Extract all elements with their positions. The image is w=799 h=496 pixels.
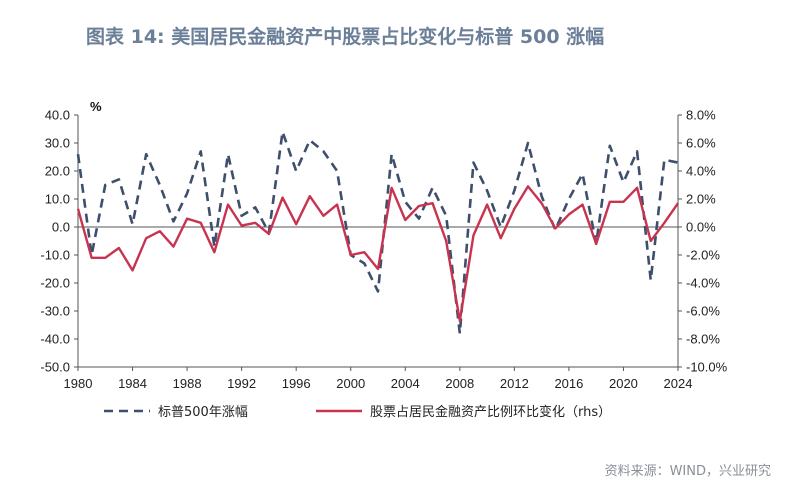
y-left-tick-label: -10.0 bbox=[40, 248, 70, 263]
y-left-tick-label: 0.0 bbox=[52, 220, 70, 235]
x-tick-label: 2012 bbox=[500, 376, 529, 391]
y-right-tick-label: 2.0% bbox=[686, 192, 716, 207]
y-right-tick-label: 4.0% bbox=[686, 164, 716, 179]
legend-label-sp500: 标普500年涨幅 bbox=[158, 405, 248, 420]
y-right-tick-label: 6.0% bbox=[686, 136, 716, 151]
y-left-tick-label: -20.0 bbox=[40, 276, 70, 291]
y-left-tick-label: 30.0 bbox=[45, 136, 70, 151]
y-right-tick-label: 0.0% bbox=[686, 220, 716, 235]
source-note: 资料来源：WIND，兴业研究 bbox=[604, 464, 771, 479]
x-tick-label: 2004 bbox=[391, 376, 420, 391]
y-right-tick-label: -6.0% bbox=[686, 304, 720, 319]
x-tick-label: 2000 bbox=[336, 376, 365, 391]
legend-label-equity-share: 股票占居民金融资产比例环比变化（rhs） bbox=[370, 404, 611, 420]
y-left-tick-label: 20.0 bbox=[45, 164, 70, 179]
series-line-sp500 bbox=[76, 130, 679, 335]
x-tick-label: 1988 bbox=[173, 376, 202, 391]
y-right-tick-label: 8.0% bbox=[686, 108, 716, 123]
y-left-tick-label: -50.0 bbox=[40, 360, 70, 375]
x-tick-label: 2024 bbox=[664, 376, 693, 391]
x-tick-label: 1984 bbox=[118, 376, 147, 391]
y-left-tick-label: 40.0 bbox=[45, 108, 70, 123]
x-tick-label: 2020 bbox=[609, 376, 638, 391]
y-left-unit: % bbox=[90, 99, 102, 114]
axes-layer: 40.0 30.0 20.0 10.0 0.0 -10.0 -20.0 -30.0 -40.0 -… bbox=[40, 99, 727, 391]
y-right-tick-label: -10.0% bbox=[686, 360, 728, 375]
x-tick-label: 2016 bbox=[554, 376, 583, 391]
y-left-tick-label: -40.0 bbox=[40, 332, 70, 347]
chart-title: 图表 14: 美国居民金融资产中股票占比变化与标普 500 涨幅 bbox=[86, 26, 605, 48]
x-tick-label: 1980 bbox=[64, 376, 93, 391]
x-tick-label: 2008 bbox=[445, 376, 474, 391]
y-left-tick-label: 10.0 bbox=[45, 192, 70, 207]
legend: 标普500年涨幅 股票占居民金融资产比例环比变化（rhs） bbox=[104, 404, 611, 420]
y-right-tick-label: -2.0% bbox=[686, 248, 720, 263]
y-right-tick-label: -8.0% bbox=[686, 332, 720, 347]
x-tick-label: 1996 bbox=[282, 376, 311, 391]
series-line-equity-share bbox=[76, 185, 679, 322]
y-right-tick-label: -4.0% bbox=[686, 276, 720, 291]
series-layer bbox=[76, 130, 679, 335]
y-left-tick-label: -30.0 bbox=[40, 304, 70, 319]
x-tick-label: 1992 bbox=[227, 376, 256, 391]
